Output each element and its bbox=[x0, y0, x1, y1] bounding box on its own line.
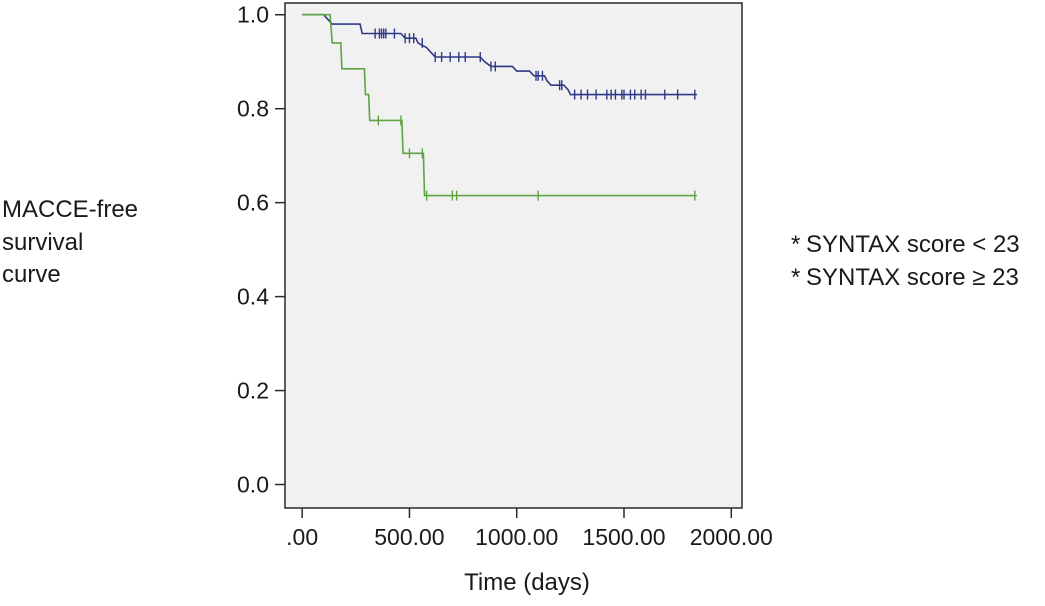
y-tick-label: 0.2 bbox=[237, 378, 269, 404]
series-layer bbox=[302, 13, 697, 201]
x-tick-label: 1000.00 bbox=[475, 524, 558, 550]
x-tick-label: 1500.00 bbox=[582, 524, 665, 550]
legend-marker-star: * bbox=[791, 264, 800, 291]
y-axis: 0.0 0.2 0.4 0.6 0.8 1.0 bbox=[237, 2, 285, 498]
legend-label: SYNTAX score < 23 bbox=[806, 231, 1020, 258]
legend: * SYNTAX score < 23 * SYNTAX score ≥ 23 bbox=[791, 231, 1020, 291]
legend-entry: * SYNTAX score < 23 bbox=[791, 231, 1020, 258]
y-tick-label: 0.6 bbox=[237, 190, 269, 216]
x-axis: .00 500.00 1000.00 1500.00 2000.00 bbox=[286, 508, 773, 550]
x-axis-title: Time (days) bbox=[464, 569, 590, 596]
legend-entry: * SYNTAX score ≥ 23 bbox=[791, 264, 1019, 291]
legend-label: SYNTAX score ≥ 23 bbox=[806, 264, 1019, 291]
y-axis-title-line: curve bbox=[2, 261, 61, 288]
x-tick-label: 2000.00 bbox=[690, 524, 773, 550]
y-tick-label: 0.0 bbox=[237, 472, 269, 498]
y-tick-label: 0.4 bbox=[237, 284, 269, 310]
y-tick-label: 0.8 bbox=[237, 96, 269, 122]
y-axis-title-line: MACCE-free bbox=[2, 196, 138, 223]
x-tick-label: 500.00 bbox=[374, 524, 444, 550]
x-tick-label: .00 bbox=[286, 524, 318, 550]
legend-marker-star: * bbox=[791, 231, 800, 258]
y-axis-title: MACCE-free survival curve bbox=[2, 196, 138, 288]
series-line-1 bbox=[302, 13, 697, 197]
y-axis-title-line: survival bbox=[2, 229, 83, 256]
y-tick-label: 1.0 bbox=[237, 2, 269, 28]
plot-area bbox=[284, 2, 743, 509]
